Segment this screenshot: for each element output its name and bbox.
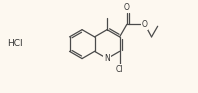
Text: Cl: Cl: [116, 65, 123, 74]
Text: HCl: HCl: [7, 39, 23, 48]
Text: O: O: [142, 20, 148, 29]
Text: N: N: [104, 54, 110, 63]
Text: O: O: [124, 3, 130, 12]
